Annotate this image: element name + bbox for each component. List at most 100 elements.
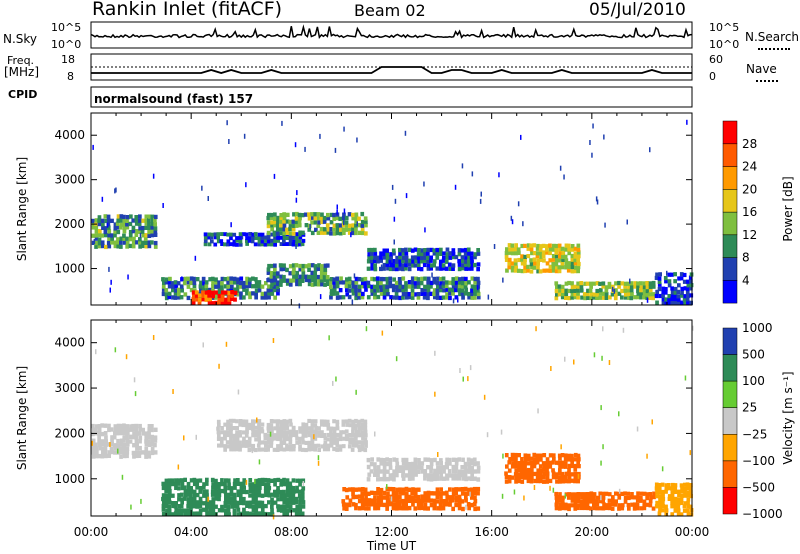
velocity-panel-cell xyxy=(436,465,440,470)
velocity-panel-cell xyxy=(266,422,271,427)
velocity-panel-cell xyxy=(107,453,111,458)
velocity-panel-cell xyxy=(310,437,315,442)
power-panel-cell xyxy=(623,288,628,293)
velocity-panel-cell xyxy=(661,497,666,502)
power-panel-cell xyxy=(226,280,230,285)
velocity-panel-cell xyxy=(128,439,133,444)
velocity-panel-cell xyxy=(373,503,378,508)
power-panel-cell xyxy=(194,293,199,298)
velocity-panel-cell xyxy=(670,496,675,502)
power-panel-cell xyxy=(122,222,127,227)
power-panel-cell xyxy=(445,292,449,297)
velocity-panel-cell xyxy=(433,468,437,474)
velocity-panel-cell xyxy=(176,481,181,486)
velocity-panel-cell xyxy=(244,423,249,428)
power-panel-cell xyxy=(614,281,618,286)
power-panel-cell xyxy=(598,295,603,300)
velocity-panel-cell xyxy=(435,494,440,500)
velocity-panel-cell xyxy=(357,448,362,453)
velocity-panel-cell xyxy=(291,432,296,437)
power-panel-cell xyxy=(401,276,406,281)
power-panel-cell xyxy=(270,263,274,269)
velocity-panel-cell xyxy=(170,478,175,483)
velocity-panel-cell xyxy=(683,490,687,495)
power-panel-scatter xyxy=(591,152,593,158)
power-panel-cell xyxy=(586,295,590,300)
power-panel-cell xyxy=(545,244,550,249)
velocity-panel-cell xyxy=(205,500,209,506)
velocity-panel-cell xyxy=(626,491,631,496)
velocity-panel-cell xyxy=(557,495,562,500)
power-panel-cell xyxy=(195,277,200,282)
velocity-panel-cell xyxy=(364,494,368,499)
velocity-panel-cell xyxy=(523,460,527,466)
velocity-panel-cell xyxy=(248,478,253,483)
velocity-panel-cell xyxy=(683,486,687,491)
power-panel-scatter xyxy=(393,216,396,222)
velocity-panel-cell xyxy=(95,450,99,455)
power-panel-cell xyxy=(125,236,129,241)
power-panel-cell xyxy=(398,255,402,260)
velocity-panel-cell xyxy=(236,512,241,517)
velocity-panel-cell xyxy=(189,497,194,502)
power-panel-cell xyxy=(429,255,433,260)
velocity-panel-cell xyxy=(332,433,336,438)
velocity-panel-cell xyxy=(202,482,206,487)
velocity-panel-cell xyxy=(300,496,305,502)
velocity-panel-cell xyxy=(176,508,181,513)
velocity-panel-cell xyxy=(563,453,568,458)
velocity-panel-cell xyxy=(392,469,396,474)
velocity-panel-cell xyxy=(301,422,306,427)
velocity-panel-cell xyxy=(426,473,430,478)
velocity-panel-cell xyxy=(520,461,524,466)
power-panel-cell xyxy=(473,280,477,285)
power-panel-cell xyxy=(404,266,408,271)
power-panel-cell xyxy=(592,281,597,286)
power-panel-cell xyxy=(560,292,565,297)
velocity-panel-cell xyxy=(147,439,151,444)
velocity-panel-cell xyxy=(251,500,256,505)
velocity-panel-cell xyxy=(689,494,693,499)
power-panel-cell xyxy=(382,248,387,253)
velocity-panel-cell xyxy=(150,446,155,452)
power-panel-cell xyxy=(554,243,559,249)
velocity-panel-cell xyxy=(451,473,455,478)
power-panel-cell xyxy=(282,235,287,240)
velocity-panel-cell xyxy=(589,506,593,511)
velocity-panel-cell xyxy=(260,477,265,483)
velocity-panel-cell xyxy=(413,487,418,492)
power-panel-cell xyxy=(216,235,220,240)
velocity-panel-cell xyxy=(448,498,453,504)
velocity-panel-cell xyxy=(408,462,412,467)
velocity-panel-cell xyxy=(591,495,596,500)
power-panel-cell xyxy=(329,284,333,290)
velocity-panel-cell xyxy=(104,435,108,440)
power-panel-cell xyxy=(686,283,691,288)
velocity-panel-cell xyxy=(219,436,224,441)
power-panel-cell xyxy=(110,240,114,245)
power-panel-cell xyxy=(645,288,650,294)
velocity-panel-cell xyxy=(229,426,233,431)
power-panel-cell xyxy=(285,236,290,240)
velocity-panel-cell xyxy=(285,485,290,490)
velocity-panel-cell xyxy=(261,481,265,486)
power-panel-cell xyxy=(574,265,578,270)
velocity-panel-cell xyxy=(423,472,427,477)
velocity-panel-cell xyxy=(676,508,681,513)
velocity-panel-cell xyxy=(198,504,203,509)
power-panel-cell xyxy=(94,244,98,249)
power-panel-cell xyxy=(295,232,300,237)
power-panel-cell xyxy=(307,278,312,283)
power-panel-cell xyxy=(407,295,412,300)
velocity-panel-cell xyxy=(164,493,169,498)
velocity-panel-cell xyxy=(242,489,246,495)
velocity-panel-cell xyxy=(460,487,465,492)
power-panel-cell xyxy=(338,216,343,221)
velocity-panel-cell xyxy=(174,478,178,483)
power-panel-cell xyxy=(630,292,634,297)
power-panel-cell xyxy=(467,259,471,264)
power-panel-cell xyxy=(97,244,102,249)
power-panel-cell xyxy=(470,288,474,293)
velocity-panel-cell xyxy=(401,502,406,508)
power-panel-cell xyxy=(119,244,123,249)
